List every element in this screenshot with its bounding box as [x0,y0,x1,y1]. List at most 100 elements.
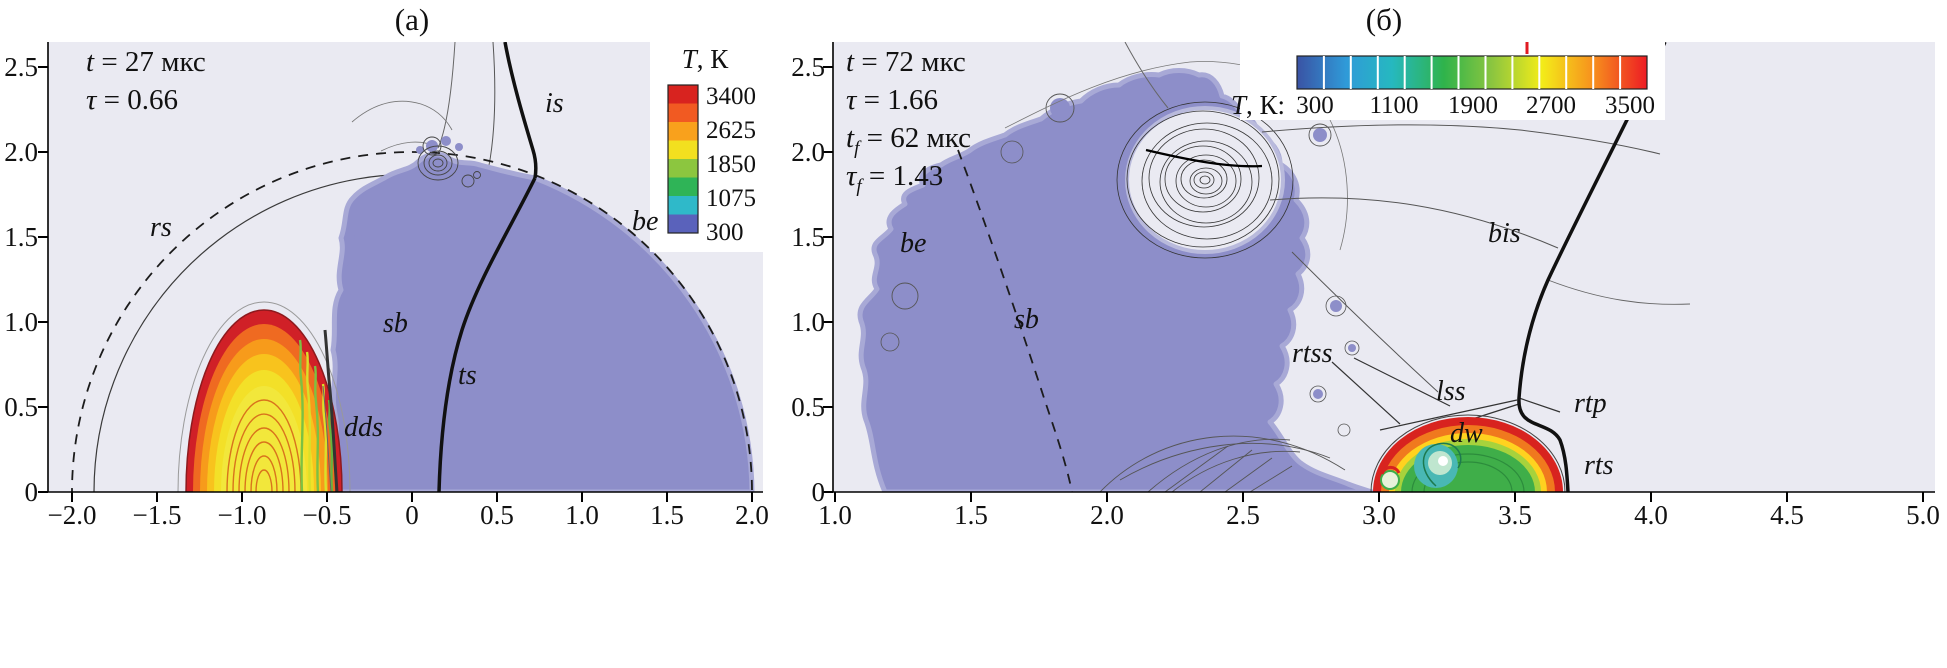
label-be-b: be [900,228,927,259]
annotation-rest: = 72 мкс [854,46,966,78]
panel-b-y-tick: 1.0 [791,307,825,337]
colorbar-b-value: 1100 [1369,92,1419,119]
label-dds: dds [344,412,383,443]
panel-b-x-tick: 2.5 [1226,500,1260,530]
panel-a-axes [38,42,763,502]
colorbar-a-value: 3400 [706,83,756,110]
panel-a-y-tick: 2.0 [4,137,38,167]
panel-a-y-tick: 1.5 [4,222,38,252]
panel-b-annotation-tauf: τf = 1.43 [846,160,943,198]
panel-a-y-tick: 2.5 [4,52,38,82]
panel-a-x-tick: −1.5 [132,500,182,530]
label-ts: ts [458,360,477,391]
hot-kernel-a [177,301,351,492]
panel-b-x-tick: 4.0 [1634,500,1668,530]
annotation-var: t [846,46,855,78]
panel-a-annotation-tau: τ = 0.66 [86,84,178,122]
colorbar-a-title: T, К [650,44,760,75]
annotation-rest: = 27 мкс [94,46,206,78]
dw-hot-region [1370,414,1566,492]
panel-b-x-tick: 1.0 [818,500,852,530]
label-bis: bis [1488,218,1521,249]
panel-b-y-tick: 2.5 [791,52,825,82]
label-rtss: rtss [1292,338,1333,369]
bis-shock [1517,42,1667,492]
panel-a-x-tick: 2.0 [735,500,769,530]
label-be: be [632,206,659,237]
annotation-var: τ [846,84,857,116]
colorbar-b-value: 300 [1296,92,1334,119]
annotation-var: t [86,46,95,78]
panel-b-annotation-time: t = 72 мкс [846,46,966,84]
panel-b-x-tick: 4.5 [1770,500,1804,530]
hot-kernel-striations [298,339,334,492]
panel-a-plot [38,42,763,502]
label-rts: rts [1584,450,1614,481]
panel-a-x-tick: −2.0 [47,500,97,530]
panel-b-x-tick: 3.5 [1498,500,1532,530]
label-lss: lss [1436,376,1466,407]
annotation-rest: = 0.66 [96,84,178,116]
annotation-rest: = 62 мкс [859,122,972,154]
vortex-rings-b [1116,101,1294,259]
label-sb-b: sb [1014,304,1039,335]
panel-b-y-tick: 1.5 [791,222,825,252]
colorbar-a-value: 1850 [706,151,756,178]
colorbar-title-rest: , К [696,44,729,74]
dds-front [323,329,339,492]
cold-region-a [330,151,755,492]
sb-droplets [343,136,463,300]
panel-b-plot [823,42,1935,502]
label-is: is [545,88,564,119]
colorbar-a [650,42,763,252]
colorbar-a-value: 1075 [706,185,756,212]
colorbar-b-title: T, К: [1180,90,1285,121]
panel-a-annotation-time: t = 27 мкс [86,46,206,84]
annotation-rest: = 1.66 [856,84,938,116]
label-rtp: rtp [1574,388,1607,419]
colorbar-b [1240,42,1665,120]
ts-shock [437,177,537,492]
panel-a-y-tick: 1.0 [4,307,38,337]
label-dw: dw [1450,418,1483,449]
panel-b-x-tick: 2.0 [1090,500,1124,530]
thin-contour [351,100,453,131]
panel-a-y-tick: 0 [24,477,39,507]
colorbar-title-var: T [1230,90,1246,120]
colorbar-a-value: 2625 [706,117,756,144]
panel-b-annotation-tf: tf = 62 мкс [846,122,971,160]
be-dashed-arc [957,149,1073,492]
annotation-sub: f [856,175,862,197]
colorbar-title-var: T [681,44,697,74]
vortex-slash [1145,148,1263,168]
panel-a-x-tick: −0.5 [302,500,352,530]
annotation-rest: = 1.43 [861,160,944,192]
label-rs: rs [150,212,172,243]
colorbar-a-value: 300 [706,219,744,246]
panel-a-title: (а) [394,2,430,37]
panel-a-x-tick: −1.0 [217,500,267,530]
dds-front-echo [322,385,332,492]
annotation-var: τ [846,160,857,192]
panel-b-y-tick: 2.0 [791,137,825,167]
colorbar-b-value: 1900 [1448,92,1498,119]
is-shock [503,42,538,179]
panel-b-x-tick: 5.0 [1906,500,1940,530]
panel-a-x-tick: 0.5 [480,500,514,530]
colorbar-title-rest: , К: [1245,90,1285,120]
panel-b-axes [823,42,1935,502]
panel-b-x-tick: 1.5 [954,500,988,530]
vortex-rings-a [417,136,481,188]
colorbar-b-value: 3500 [1605,92,1655,119]
panel-a-x-tick: 0 [405,500,419,530]
panel-b-title: (б) [1365,2,1403,37]
panel-a-y-tick: 0.5 [4,392,38,422]
panel-b-x-tick: 3.0 [1362,500,1396,530]
annotation-var: t [846,122,855,154]
annotation-var: τ [86,84,97,116]
panel-b-y-tick: 0.5 [791,392,825,422]
thin-contour [437,42,456,149]
panel-b-annotation-tau: τ = 1.66 [846,84,938,122]
